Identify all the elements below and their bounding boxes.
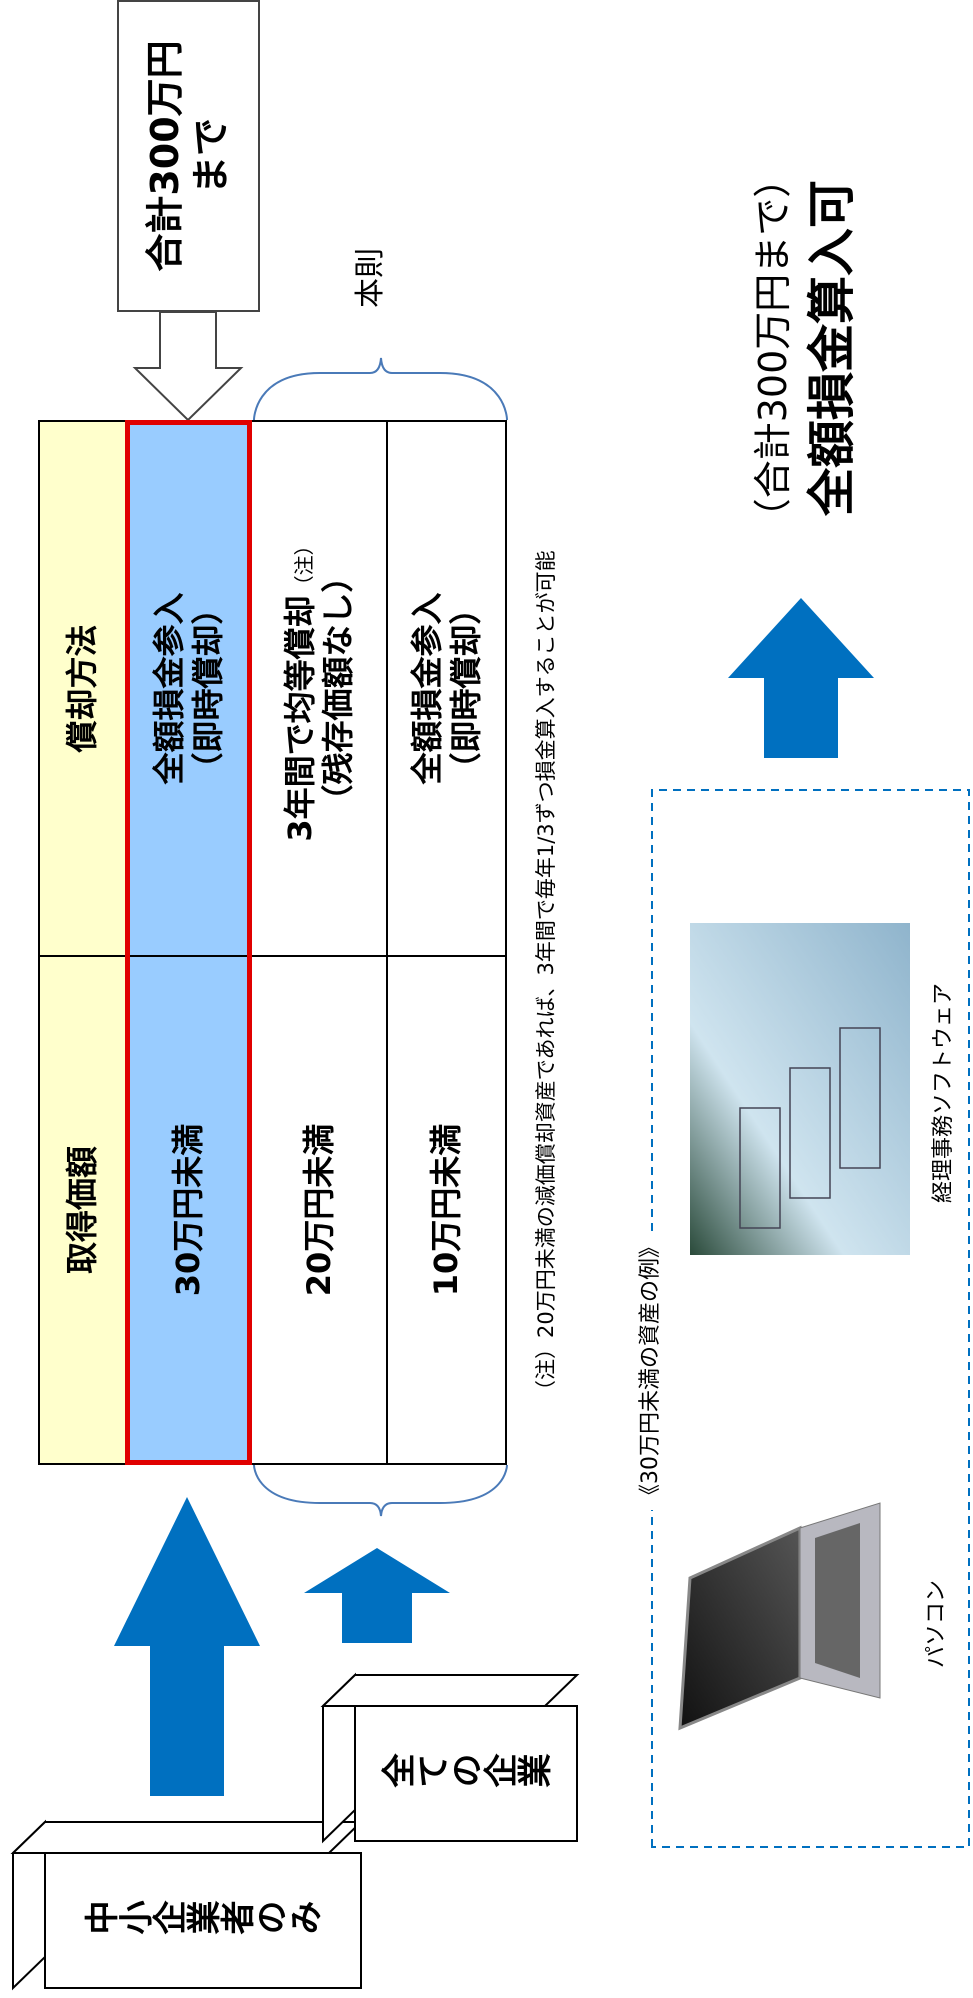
brace — [253, 357, 508, 421]
method: 3年間で均等償却 — [280, 595, 319, 842]
table-cell: 20万円未満 — [250, 955, 388, 1465]
brace — [253, 1464, 508, 1517]
example-label: 経理事務ソフトウェア — [931, 982, 956, 1203]
blue-arrow — [728, 598, 874, 758]
method-line: 3年間で均等償却（注） — [281, 535, 319, 841]
software-image — [690, 923, 910, 1255]
blue-arrow — [114, 1497, 260, 1796]
outline-arrow — [132, 311, 244, 422]
table-cell: 3年間で均等償却（注） （残存価額なし） — [250, 420, 388, 957]
result-main: 全額損金算入可 — [804, 180, 860, 517]
table-header: 取得価額 — [38, 955, 127, 1465]
blue-arrow — [304, 1548, 450, 1643]
examples-title: 《30万円未満の資産の例》 — [632, 1232, 664, 1510]
note: （注）20万円未満の減価償却資産であれば、3年間で毎年1/3ずつ損金算入すること… — [534, 550, 558, 1401]
result-sub: （合計300万円まで） — [751, 159, 795, 537]
method: 全額損金参入 — [408, 592, 447, 785]
brace-label: 本則 — [353, 248, 388, 308]
method-note: （即時償却） — [446, 592, 485, 785]
table-cell: 10万円未満 — [386, 955, 507, 1465]
laptop-image — [678, 1502, 881, 1731]
table-header: 償却方法 — [38, 420, 127, 957]
top-box: 合計300万円まで — [117, 0, 260, 312]
example-label: パソコン — [924, 1579, 949, 1668]
method-mark: （注） — [291, 535, 316, 596]
box-3d — [10, 1672, 580, 1991]
highlight-frame — [125, 420, 252, 1465]
software-image-lines — [739, 1027, 881, 1229]
target-label: 全ての企業 — [381, 1754, 551, 1794]
method-note: （残存価額なし） — [319, 560, 357, 817]
table-cell: 全額損金参入 （即時償却） — [386, 420, 507, 957]
target-label: 中小企業者のみ — [84, 1901, 322, 1941]
